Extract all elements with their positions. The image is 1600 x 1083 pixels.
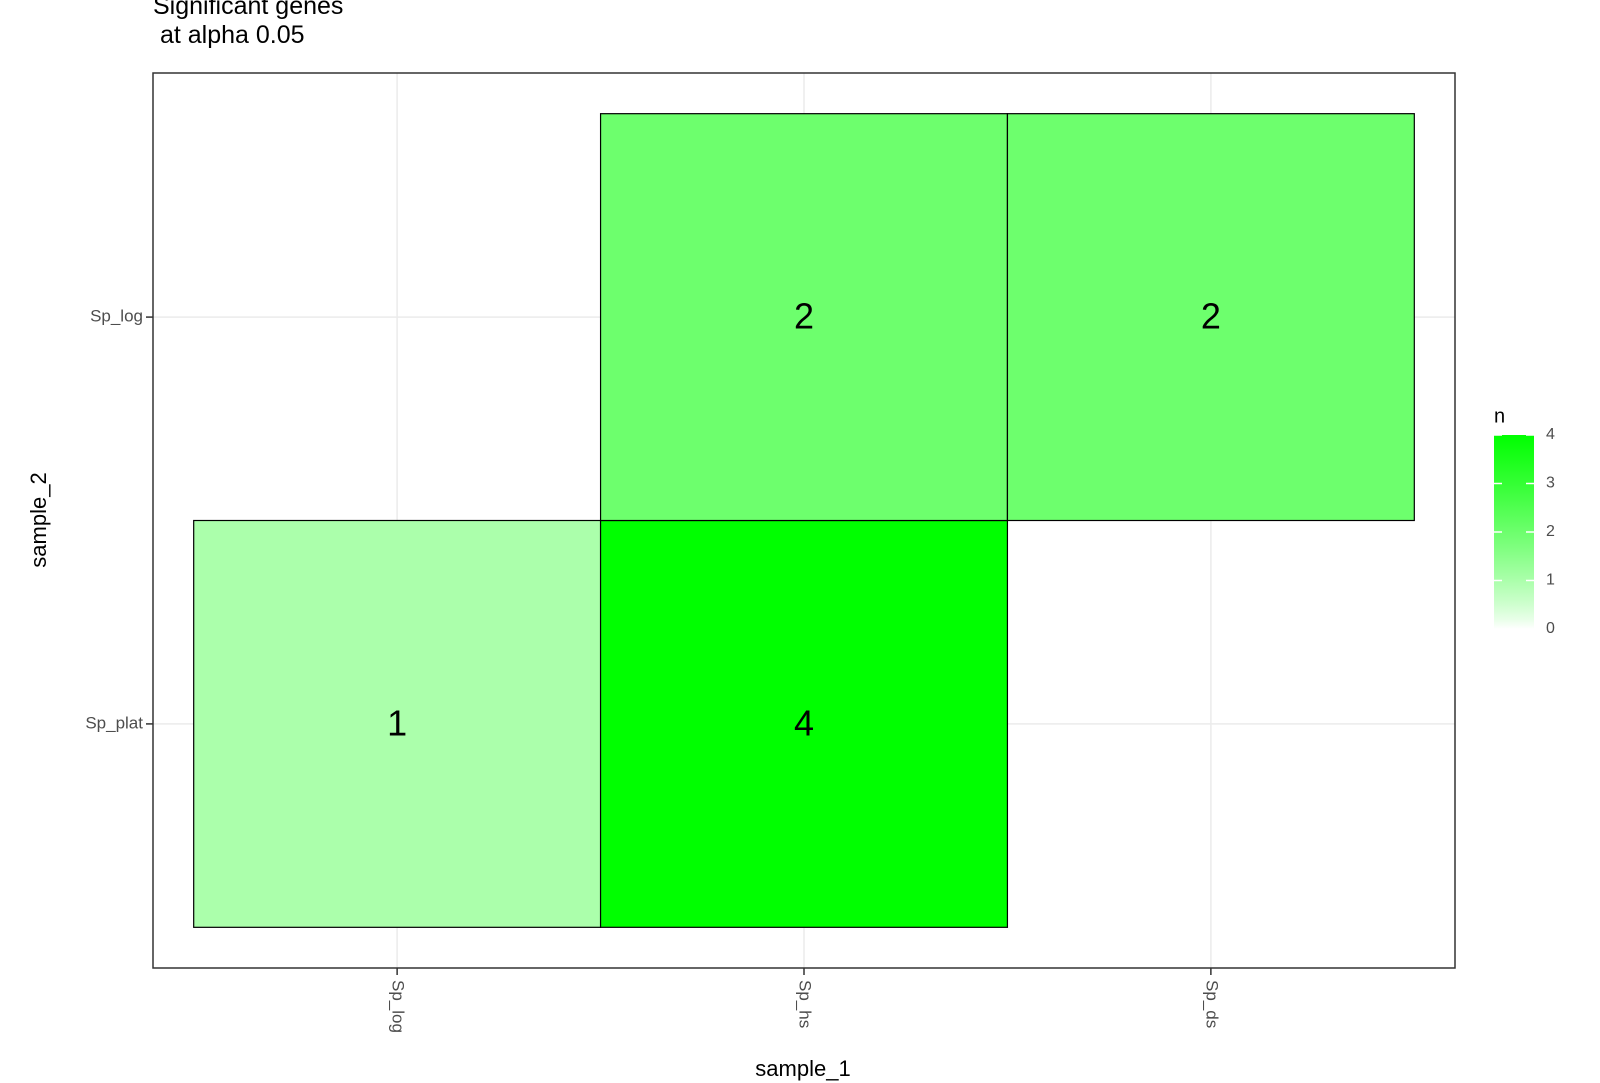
colorbar-tick-label: 0 bbox=[1546, 620, 1555, 637]
x-tick-label: Sp_log bbox=[389, 980, 408, 1033]
cell-label: 2 bbox=[1201, 296, 1221, 337]
y-tick-label: Sp_plat bbox=[85, 713, 143, 732]
legend-title: n bbox=[1494, 405, 1505, 427]
y-tick-label: Sp_log bbox=[90, 307, 143, 326]
heatmap-cell bbox=[193, 519, 602, 928]
x-tick-label: Sp_hs bbox=[796, 980, 815, 1028]
y-axis-title: sample_2 bbox=[26, 472, 51, 567]
x-tick-label: Sp_ds bbox=[1202, 980, 1221, 1028]
colorbar-tick-label: 1 bbox=[1546, 572, 1555, 589]
colorbar-tick-label: 2 bbox=[1546, 523, 1555, 540]
heatmap-cell bbox=[599, 113, 1009, 522]
cell-label: 4 bbox=[794, 702, 814, 743]
chart-title: Significant genes at alpha 0.05 bbox=[153, 0, 344, 49]
colorbar-tick-label: 4 bbox=[1546, 426, 1555, 443]
cell-label: 1 bbox=[387, 702, 407, 743]
heatmap-cell bbox=[1006, 113, 1415, 522]
colorbar-tick-label: 3 bbox=[1546, 475, 1555, 492]
cell-label: 2 bbox=[794, 296, 814, 337]
heatmap-cell bbox=[599, 519, 1009, 928]
x-axis-title: sample_1 bbox=[755, 1056, 850, 1081]
